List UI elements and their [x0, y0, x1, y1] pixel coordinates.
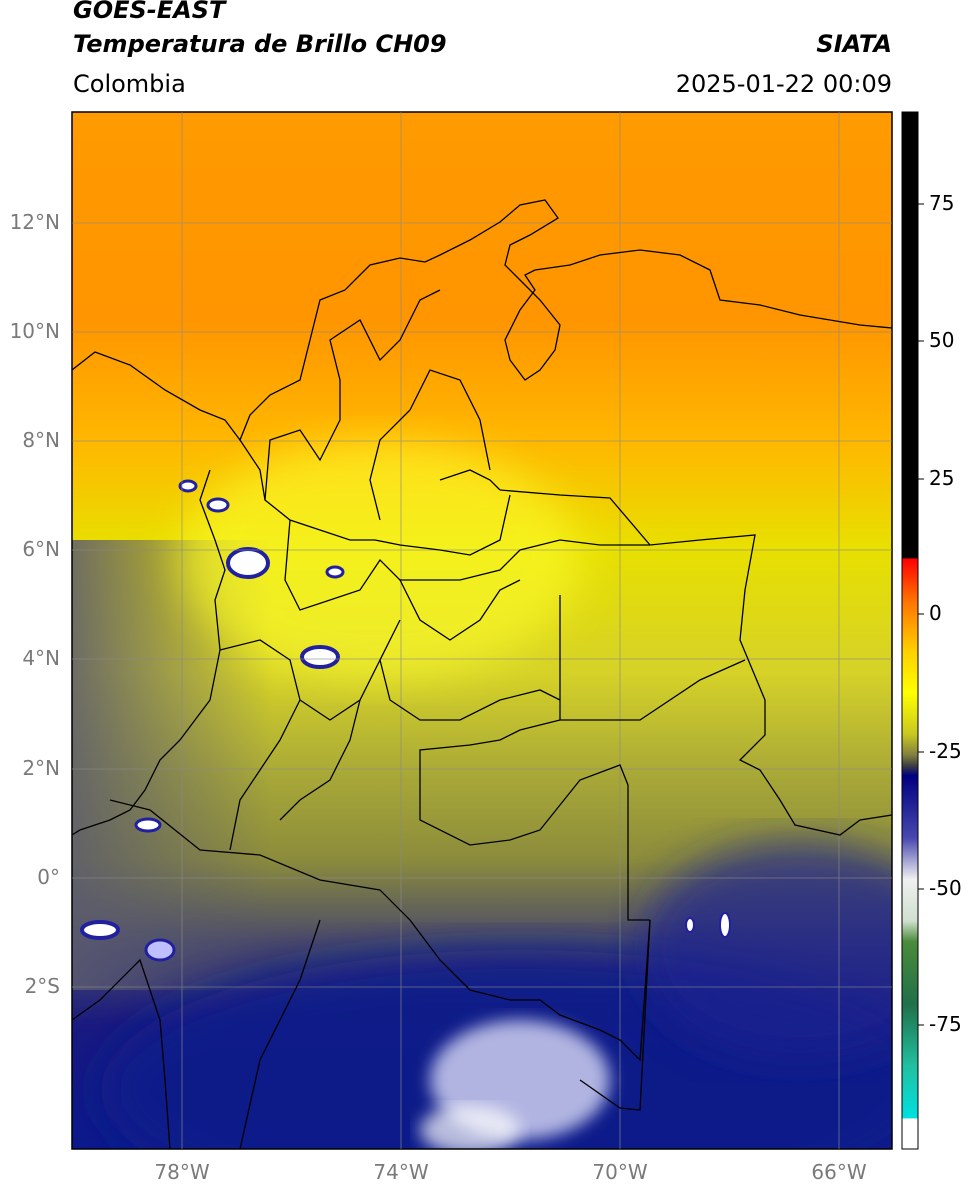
brand-label: SIATA — [816, 30, 892, 58]
colorbar-label-minus75: -75 — [929, 1012, 962, 1036]
colorbar-label-minus25: -25 — [929, 739, 962, 763]
colorbar — [901, 111, 919, 1150]
graticule — [72, 112, 892, 1149]
lat-label-6n: 6°N — [22, 537, 60, 561]
colorbar-label-minus50: -50 — [929, 876, 962, 900]
lat-label-12n: 12°N — [9, 210, 60, 234]
colorbar-ticks — [918, 203, 924, 1026]
title-line-2: Temperatura de Brillo CH09 — [73, 30, 447, 58]
map-frame — [71, 111, 893, 1150]
title-line-1: GOES-EAST — [73, 0, 226, 24]
lat-label-0: 0° — [37, 865, 60, 889]
colorbar-label-0: 0 — [929, 601, 942, 625]
lon-label-70w: 70°W — [592, 1160, 648, 1184]
colorbar-label-25: 25 — [929, 466, 955, 490]
coastlines-and-borders — [72, 199, 892, 1149]
lat-label-4n: 4°N — [22, 646, 60, 670]
region-label: Colombia — [73, 70, 186, 98]
lat-label-2n: 2°N — [22, 756, 60, 780]
lat-label-2s: 2°S — [24, 974, 60, 998]
lon-label-78w: 78°W — [154, 1160, 210, 1184]
timestamp: 2025-01-22 00:09 — [675, 70, 892, 98]
colorbar-label-50: 50 — [929, 328, 955, 352]
lon-label-74w: 74°W — [373, 1160, 429, 1184]
brightness-temperature-raster — [72, 112, 892, 1149]
lat-label-10n: 10°N — [9, 319, 60, 343]
lon-label-66w: 66°W — [811, 1160, 867, 1184]
lat-label-8n: 8°N — [22, 428, 60, 452]
colorbar-label-75: 75 — [929, 191, 955, 215]
